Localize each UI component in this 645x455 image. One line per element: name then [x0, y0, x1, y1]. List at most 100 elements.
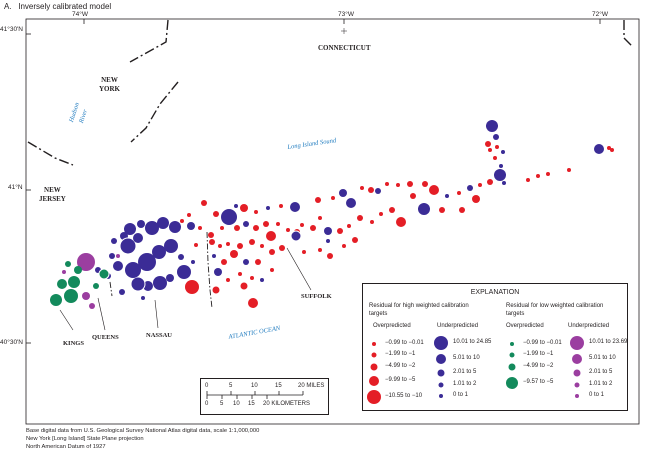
- well-point: [221, 259, 227, 265]
- well-point: [213, 211, 219, 217]
- county-queens: QUEENS: [92, 334, 119, 341]
- well-point: [152, 245, 166, 259]
- well-point: [178, 254, 184, 260]
- graticule-ticks: [26, 19, 601, 344]
- well-point: [488, 148, 492, 152]
- well-point: [119, 289, 125, 295]
- legend-low-over-1-label: −1.99 to −1: [523, 351, 554, 357]
- well-point: [347, 224, 351, 228]
- legend-high-under-4-symbol: [439, 394, 443, 398]
- well-point: [62, 270, 66, 274]
- well-point: [260, 244, 264, 248]
- well-point: [396, 217, 406, 227]
- legend-low-under-4-symbol: [575, 394, 579, 398]
- legend-low-over-0-label: −0.99 to −0.01: [523, 340, 562, 346]
- legend-low-under-0-symbol: [570, 336, 584, 350]
- well-point: [495, 145, 499, 149]
- scale-km-15: 15: [248, 401, 255, 407]
- county-nassau: NASSAU: [146, 332, 173, 339]
- well-point: [337, 228, 343, 234]
- well-point: [269, 249, 275, 255]
- well-point: [220, 226, 224, 230]
- well-point: [493, 134, 499, 140]
- well-point: [429, 185, 439, 195]
- credit-line-1: Base digital data from U.S. Geological S…: [26, 428, 260, 434]
- well-point: [610, 148, 614, 152]
- well-point: [130, 276, 146, 292]
- well-point: [169, 221, 181, 233]
- well-points: [50, 120, 614, 309]
- well-point: [249, 239, 255, 245]
- ny-ct-boundary-south: [130, 81, 179, 143]
- well-point: [243, 259, 249, 265]
- well-point: [211, 285, 221, 295]
- well-point: [457, 191, 461, 195]
- well-point: [324, 227, 332, 235]
- well-point: [422, 181, 428, 187]
- well-point: [119, 237, 137, 255]
- county-kings: KINGS: [63, 340, 84, 347]
- well-point: [68, 276, 80, 288]
- latitude-label-41: 41°N: [8, 184, 23, 191]
- well-point: [187, 222, 195, 230]
- well-point: [113, 261, 123, 271]
- latitude-label-4030: 40°30'N: [0, 339, 23, 346]
- legend-high-over-0-label: −0.99 to −0.01: [385, 340, 424, 346]
- well-point: [124, 223, 136, 235]
- state-new-york-line2: YORK: [99, 85, 120, 93]
- scale-km-5: 5: [220, 401, 224, 407]
- well-point: [137, 220, 145, 228]
- well-point: [501, 150, 505, 154]
- legend-high-over-0-symbol: [372, 342, 376, 346]
- scale-mile-20: 20 MILES: [298, 383, 325, 389]
- scale-bar-graphic: [206, 391, 304, 399]
- legend-high-under-0-symbol: [434, 336, 448, 350]
- well-point: [191, 260, 195, 264]
- legend-low-over-2-symbol: [508, 363, 516, 371]
- scale-mile-15: 15: [275, 383, 282, 389]
- well-point: [379, 212, 383, 216]
- well-point: [243, 221, 249, 227]
- legend-high-under-3-symbol: [438, 382, 444, 388]
- well-point: [266, 206, 270, 210]
- well-point: [125, 262, 141, 278]
- scale-mile-10: 10: [251, 383, 258, 389]
- well-point: [290, 202, 300, 212]
- well-point: [315, 197, 321, 203]
- well-point: [143, 281, 153, 291]
- well-point: [209, 239, 215, 245]
- well-point: [536, 174, 540, 178]
- leader-lines: [59, 247, 312, 331]
- well-point: [445, 194, 449, 198]
- well-point: [270, 268, 274, 272]
- well-point: [410, 193, 416, 199]
- longitude-label-72: 72°W: [592, 11, 608, 18]
- well-point: [116, 254, 120, 258]
- well-point: [133, 233, 143, 243]
- well-point: [198, 226, 202, 230]
- well-point: [185, 280, 199, 294]
- well-point: [166, 274, 174, 282]
- well-point: [352, 237, 358, 243]
- well-point: [226, 278, 230, 282]
- well-point: [326, 239, 330, 243]
- well-point: [310, 225, 316, 231]
- well-point: [57, 279, 67, 289]
- well-point: [459, 207, 465, 213]
- well-point: [357, 215, 363, 221]
- map-frame: [25, 18, 640, 425]
- well-point: [82, 292, 90, 300]
- scale-km-20: 20 KILOMETERS: [263, 401, 311, 407]
- well-point: [93, 283, 99, 289]
- legend-low-over-3-symbol: [506, 377, 518, 389]
- legend-low-heading-1: Residual for low weighted calibration: [506, 303, 604, 309]
- legend-low-under-2-symbol: [573, 369, 581, 377]
- well-point: [98, 268, 110, 280]
- well-point: [240, 204, 248, 212]
- well-point: [138, 253, 156, 271]
- well-point: [485, 141, 491, 147]
- well-point: [327, 253, 333, 259]
- legend-high-over-1-label: −1.99 to −1: [385, 351, 416, 357]
- ny-nj-boundary: [27, 141, 74, 166]
- legend-box: EXPLANATION Residual for high weighted c…: [362, 283, 628, 411]
